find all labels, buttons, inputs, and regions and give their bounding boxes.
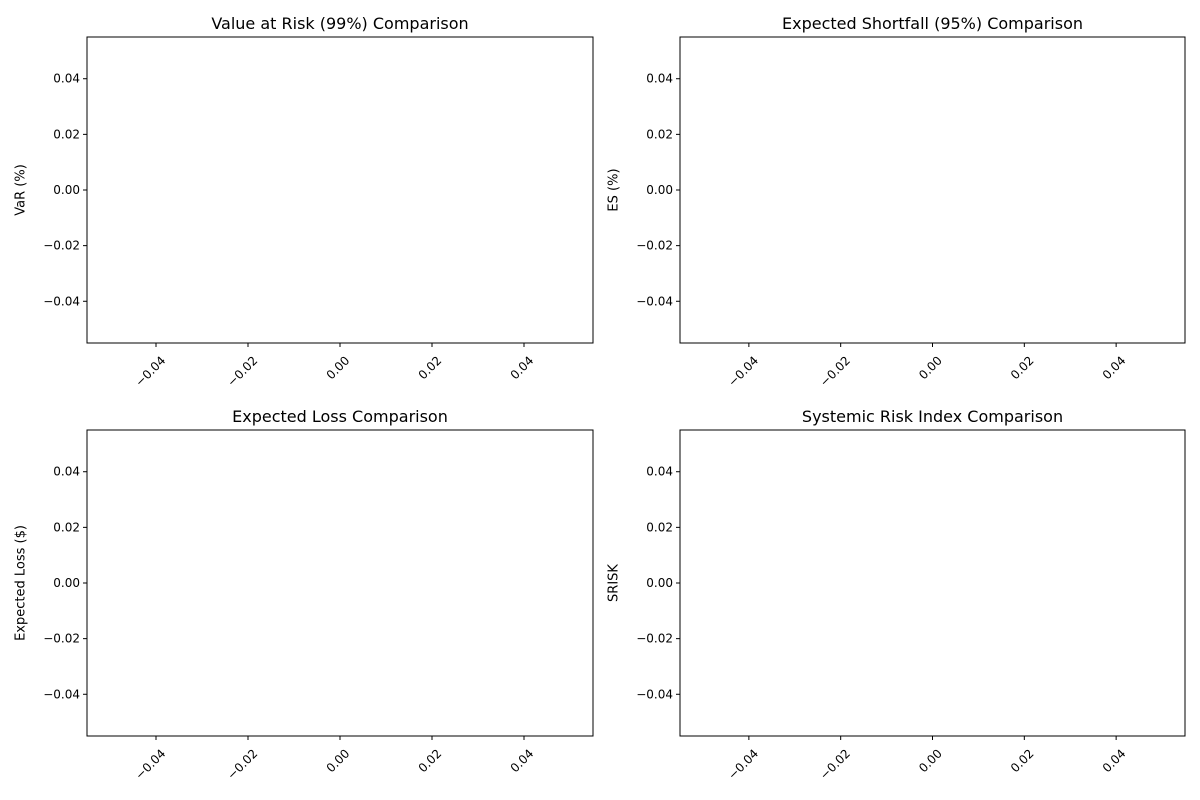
chart-panel-1: Value at Risk (99%) Comparison VaR (%) 0.0…: [14, 14, 594, 389]
plot-area-frame: [86, 429, 594, 737]
chart-panel-2: Expected Shortfall (95%) Comparison ES (%…: [607, 14, 1186, 389]
y-tick-label: 0.00: [646, 183, 673, 197]
y-axis-label: ES (%): [607, 168, 622, 211]
x-tick-label: 0.04: [508, 746, 537, 775]
y-tick-label: 0.04: [646, 465, 673, 479]
y-tick-label: −0.04: [43, 294, 80, 308]
x-tick-label: 0.00: [324, 746, 353, 775]
x-tick-label: 0.02: [416, 746, 445, 775]
y-tick-label: 0.00: [646, 576, 673, 590]
x-tick-label: 0.02: [1008, 746, 1037, 775]
plot-area-frame: [679, 429, 1186, 737]
x-tick-label: 0.04: [1100, 353, 1129, 382]
x-tick-label: 0.00: [324, 353, 353, 382]
x-tick-label: 0.04: [1100, 746, 1129, 775]
x-tick-label: −0.02: [224, 746, 260, 782]
y-tick-label: 0.04: [53, 465, 80, 479]
y-tick-label: 0.00: [53, 576, 80, 590]
x-tick-label: −0.04: [132, 353, 168, 389]
y-tick-label: −0.02: [43, 239, 80, 253]
chart-title: Expected Loss Comparison: [232, 407, 448, 426]
x-tick-label: −0.02: [817, 746, 853, 782]
y-tick-label: 0.02: [646, 127, 673, 141]
x-tick-label: −0.04: [132, 746, 168, 782]
y-tick-label: 0.04: [646, 72, 673, 86]
y-tick-label: −0.02: [636, 239, 673, 253]
y-axis-label: VaR (%): [14, 164, 29, 216]
y-tick-label: 0.02: [646, 520, 673, 534]
x-tick-label: 0.02: [1008, 353, 1037, 382]
x-tick-label: 0.00: [916, 746, 945, 775]
x-tick-label: −0.02: [817, 353, 853, 389]
x-tick-label: 0.02: [416, 353, 445, 382]
plot-area-frame: [86, 36, 594, 344]
chart-title: Value at Risk (99%) Comparison: [211, 14, 468, 33]
y-tick-label: −0.02: [43, 632, 80, 646]
plot-area-frame: [679, 36, 1186, 344]
x-tick-label: 0.00: [916, 353, 945, 382]
chart-panel-4: Systemic Risk Index Comparison SRISK 0.04 0…: [607, 407, 1186, 782]
x-tick-label: −0.04: [725, 353, 761, 389]
y-tick-label: 0.00: [53, 183, 80, 197]
chart-title: Expected Shortfall (95%) Comparison: [782, 14, 1083, 33]
x-tick-label: 0.04: [508, 353, 537, 382]
x-tick-label: −0.04: [725, 746, 761, 782]
y-axis-label: SRISK: [607, 564, 622, 602]
y-tick-label: −0.02: [636, 632, 673, 646]
y-tick-label: −0.04: [636, 294, 673, 308]
chart-title: Systemic Risk Index Comparison: [802, 407, 1063, 426]
y-tick-label: 0.04: [53, 72, 80, 86]
y-tick-label: 0.02: [53, 520, 80, 534]
y-tick-label: 0.02: [53, 127, 80, 141]
y-axis-label: Expected Loss ($): [14, 525, 29, 641]
y-tick-label: −0.04: [43, 687, 80, 701]
x-tick-label: −0.02: [224, 353, 260, 389]
chart-panel-3: Expected Loss Comparison Expected Loss ($…: [14, 407, 594, 782]
y-tick-label: −0.04: [636, 687, 673, 701]
